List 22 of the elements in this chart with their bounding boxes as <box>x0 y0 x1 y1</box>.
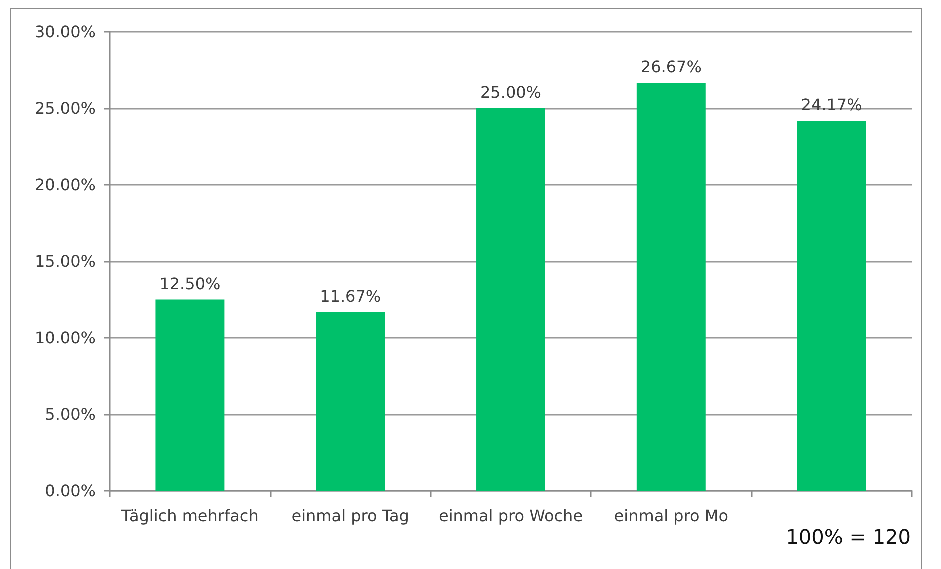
data-label: 25.00% <box>480 83 542 102</box>
data-label: 11.67% <box>320 286 382 306</box>
y-tick-label: 10.00% <box>34 328 96 348</box>
y-tick-label: 0.00% <box>45 482 96 500</box>
y-tick-label: 15.00% <box>34 252 96 271</box>
bar <box>797 121 866 491</box>
text: 100% = 120 <box>786 525 912 549</box>
y-tick-label: 20.00% <box>34 176 96 194</box>
y-tick-label: 30.00% <box>34 22 96 42</box>
x-tick-label: einmal pro Woche <box>438 506 584 526</box>
bar <box>316 312 386 491</box>
bar <box>476 108 546 491</box>
x-tick-label: Täglich mehrfach <box>120 506 259 526</box>
x-tick-label: einmal pro Tag <box>292 506 410 526</box>
data-label: 26.67% <box>640 57 702 76</box>
x-tick-label: einmal pro Mo <box>614 506 728 526</box>
bar <box>636 82 706 491</box>
y-tick-label: 25.00% <box>34 99 96 118</box>
bar <box>156 300 225 491</box>
y-tick-label: 5.00% <box>45 405 96 424</box>
data-label: 24.17% <box>801 96 862 115</box>
data-label: 12.50% <box>160 274 221 294</box>
